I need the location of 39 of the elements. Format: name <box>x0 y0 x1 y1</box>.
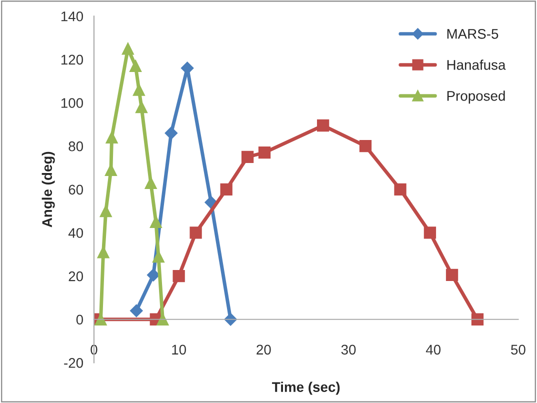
legend-label: Proposed <box>447 90 505 104</box>
y-tick-label: 140 <box>61 11 84 22</box>
point <box>220 183 232 196</box>
legend-label: Hanafusa <box>447 60 506 70</box>
point <box>316 119 330 132</box>
point <box>146 268 160 282</box>
point <box>172 270 185 282</box>
x-tick-label: 40 <box>426 344 441 355</box>
point <box>394 183 406 196</box>
y-tick-label: 40 <box>68 228 84 238</box>
x-tick-label: 50 <box>511 344 526 355</box>
x-tick-label: 30 <box>341 344 356 355</box>
point <box>106 131 118 144</box>
x-tick-label: 20 <box>256 344 271 355</box>
y-tick-label: 80 <box>68 141 84 152</box>
x-axis-title: Time (sec) <box>272 382 340 395</box>
point <box>122 42 134 55</box>
y-tick-label: 0 <box>76 314 84 325</box>
y-tick-label: 60 <box>68 184 84 195</box>
point <box>132 84 146 96</box>
point <box>359 140 372 152</box>
y-tick-label: 20 <box>68 271 84 282</box>
legend-label: MARS-5 <box>447 28 498 39</box>
point <box>258 146 271 159</box>
y-tick-label: 120 <box>61 54 84 65</box>
point <box>241 150 254 163</box>
point <box>130 304 143 318</box>
point <box>190 226 202 239</box>
point <box>471 313 484 326</box>
point <box>446 268 458 282</box>
y-tick-label: 100 <box>61 98 84 108</box>
x-tick-label: 10 <box>172 344 186 355</box>
point <box>424 226 436 239</box>
point <box>100 204 112 218</box>
y-tick-label: -20 <box>64 358 84 368</box>
point <box>164 126 178 140</box>
y-axis-title: Angle (deg) <box>42 152 55 228</box>
point <box>135 101 148 114</box>
point <box>129 60 142 72</box>
